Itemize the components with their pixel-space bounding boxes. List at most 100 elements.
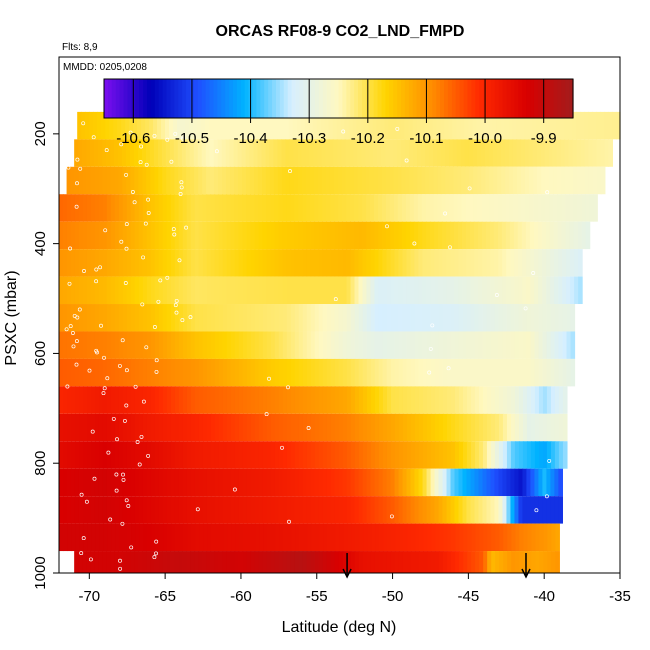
- obs-marker: [428, 346, 433, 351]
- heatmap-cell: [430, 413, 436, 442]
- heatmap-cell: [158, 249, 164, 277]
- heatmap-cell: [580, 166, 586, 195]
- heatmap-cell: [482, 441, 488, 469]
- x-axis-title: Latitude (deg N): [282, 619, 397, 636]
- y-tick-label: 400: [32, 231, 49, 256]
- obs-marker: [74, 362, 79, 367]
- heatmap-cell: [274, 221, 280, 250]
- obs-marker: [67, 281, 72, 286]
- heatmap-cell: [200, 111, 206, 140]
- heatmap-cell: [74, 358, 80, 387]
- obs-marker: [172, 232, 177, 237]
- heatmap-cell: [323, 523, 328, 552]
- heatmap-cell: [342, 386, 348, 414]
- heatmap-cell: [326, 386, 332, 414]
- heatmap-cell: [502, 331, 508, 359]
- heatmap-cell: [262, 496, 268, 524]
- heatmap-cell: [210, 249, 216, 277]
- heatmap-cell: [102, 221, 108, 250]
- heatmap-cell: [346, 386, 352, 414]
- heatmap-cell: [79, 441, 84, 469]
- heatmap-cell: [322, 551, 328, 573]
- heatmap-cell: [530, 496, 536, 524]
- heatmap-cell: [400, 111, 406, 140]
- heatmap-cell: [178, 304, 184, 332]
- colorbar-cell: [530, 79, 535, 118]
- obs-marker: [180, 318, 185, 323]
- heatmap-cell: [110, 441, 116, 469]
- heatmap-cell: [278, 551, 284, 573]
- heatmap-cell: [94, 468, 100, 497]
- heatmap-cell: [254, 551, 260, 573]
- heatmap-cell: [558, 276, 563, 305]
- obs-marker: [544, 494, 549, 499]
- heatmap-cell: [94, 166, 100, 195]
- heatmap-cell: [366, 331, 372, 359]
- heatmap-cell: [324, 111, 330, 140]
- heatmap-cell: [402, 221, 407, 250]
- heatmap-cell: [134, 304, 140, 332]
- heatmap-cell: [333, 166, 339, 195]
- heatmap-cell: [154, 468, 160, 497]
- heatmap-cell: [307, 523, 312, 552]
- colorbar-cell: [107, 79, 113, 118]
- heatmap-cell: [270, 386, 276, 414]
- heatmap-cell: [222, 413, 228, 442]
- heatmap-cell: [600, 139, 606, 167]
- heatmap-cell: [501, 194, 507, 222]
- heatmap-cell: [227, 523, 232, 552]
- heatmap-cell: [318, 331, 324, 359]
- heatmap-cell: [403, 523, 408, 552]
- heatmap-cell: [301, 139, 307, 167]
- heatmap-cell: [206, 194, 212, 222]
- heatmap-cell: [114, 413, 120, 442]
- heatmap-cell: [418, 496, 424, 524]
- heatmap-cell: [114, 166, 120, 195]
- heatmap-cell: [261, 166, 267, 195]
- heatmap-cell: [230, 166, 235, 195]
- heatmap-cell: [126, 194, 132, 222]
- heatmap-cell: [218, 413, 224, 442]
- obs-marker: [138, 160, 143, 165]
- obs-marker: [128, 130, 133, 135]
- obs-marker: [68, 324, 73, 329]
- heatmap-cell: [474, 249, 479, 277]
- heatmap-cell: [434, 413, 440, 442]
- heatmap-cell: [59, 304, 64, 332]
- heatmap-cell: [546, 496, 551, 524]
- heatmap-cell: [397, 139, 402, 167]
- obs-marker: [88, 557, 93, 562]
- heatmap-cell: [298, 413, 304, 442]
- heatmap-cell: [494, 249, 499, 277]
- heatmap-cell: [514, 249, 519, 277]
- heatmap-cell: [534, 468, 540, 497]
- heatmap-cell: [306, 551, 312, 573]
- heatmap-cell: [566, 249, 571, 277]
- heatmap-cell: [430, 358, 436, 387]
- obs-marker: [78, 166, 83, 171]
- heatmap-cell: [410, 496, 416, 524]
- heatmap-cell: [176, 111, 182, 140]
- heatmap-cell: [182, 304, 188, 332]
- heatmap-cell: [306, 441, 312, 469]
- heatmap-cell: [363, 523, 368, 552]
- heatmap-cell: [366, 386, 372, 414]
- heatmap-cell: [534, 358, 540, 387]
- heatmap-cell: [222, 441, 228, 469]
- heatmap-cell: [450, 441, 456, 469]
- heatmap-cell: [538, 358, 544, 387]
- heatmap-cell: [250, 496, 256, 524]
- heatmap-cell: [443, 551, 448, 573]
- heatmap-cell: [568, 166, 574, 195]
- heatmap-cell: [294, 194, 299, 222]
- heatmap-cell: [142, 221, 148, 250]
- heatmap-cell: [294, 468, 300, 497]
- heatmap-cell: [302, 413, 308, 442]
- heatmap-cell: [202, 304, 208, 332]
- heatmap-cell: [166, 441, 172, 469]
- heatmap-cell: [426, 221, 431, 250]
- heatmap-cell: [146, 194, 152, 222]
- heatmap-cell: [290, 468, 296, 497]
- heatmap-cell: [230, 386, 236, 414]
- heatmap-cell: [263, 523, 268, 552]
